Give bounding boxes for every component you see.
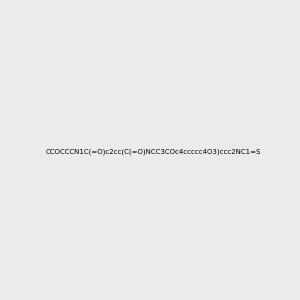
Text: CCOCCCN1C(=O)c2cc(C(=O)NCC3COc4ccccc4O3)ccc2NC1=S: CCOCCCN1C(=O)c2cc(C(=O)NCC3COc4ccccc4O3)… bbox=[46, 148, 261, 155]
